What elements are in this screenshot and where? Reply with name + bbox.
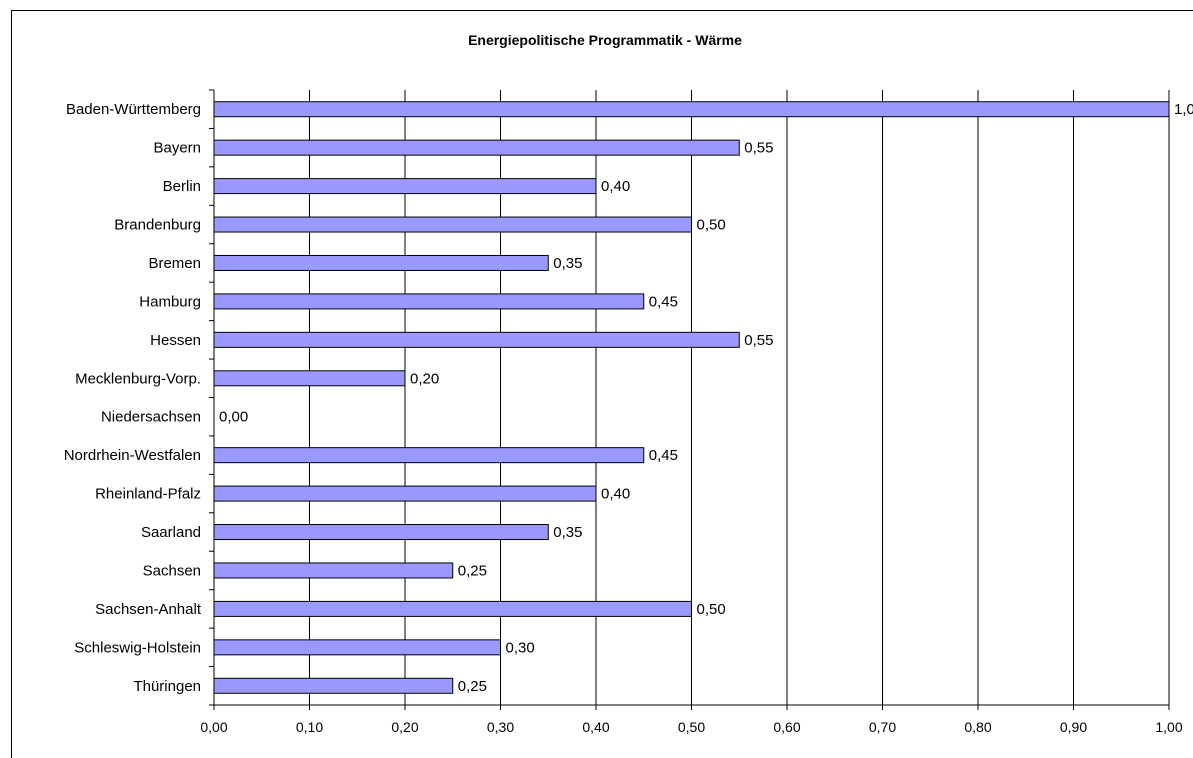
bar — [213, 447, 645, 464]
data-label: 0,00 — [219, 409, 248, 426]
data-label: 0,20 — [410, 370, 439, 387]
bar — [213, 293, 645, 310]
x-tick-label: 0,70 — [869, 719, 896, 735]
bar — [213, 485, 597, 502]
category-label: Hamburg — [139, 293, 201, 310]
category-label: Niedersachsen — [101, 409, 201, 426]
bar — [213, 139, 740, 156]
data-label: 0,55 — [744, 140, 773, 157]
x-tick-label: 0,10 — [296, 719, 323, 735]
bar — [213, 331, 740, 348]
data-label: 0,25 — [458, 678, 487, 695]
data-label: 0,40 — [601, 178, 630, 195]
x-tick-label: 0,90 — [1060, 719, 1087, 735]
x-tick-label: 1,00 — [1155, 719, 1182, 735]
bar — [213, 216, 692, 233]
data-label: 0,40 — [601, 486, 630, 503]
category-label: Sachsen-Anhalt — [95, 601, 202, 618]
data-label: 0,45 — [649, 293, 678, 310]
bar — [213, 178, 597, 195]
bar — [213, 524, 549, 541]
chart-title: Energiepolitische Programmatik - Wärme — [468, 32, 742, 48]
category-label: Mecklenburg-Vorp. — [75, 370, 201, 387]
x-tick-label: 0,40 — [582, 719, 609, 735]
data-label: 0,50 — [697, 217, 726, 234]
category-label: Thüringen — [133, 678, 201, 695]
category-label: Schleswig-Holstein — [74, 639, 201, 656]
bar — [213, 600, 692, 617]
x-tick-label: 0,30 — [487, 719, 514, 735]
category-label: Nordrhein-Westfalen — [64, 447, 201, 464]
data-label: 0,35 — [553, 524, 582, 541]
x-tick-label: 0,20 — [391, 719, 418, 735]
bar — [213, 677, 454, 694]
data-label: 0,50 — [697, 601, 726, 618]
bar — [213, 639, 501, 656]
data-label: 0,45 — [649, 447, 678, 464]
data-label: 0,55 — [744, 332, 773, 349]
category-label: Brandenburg — [114, 217, 201, 234]
category-label: Saarland — [141, 524, 201, 541]
labels: 0,00 0,10 0,20 0,30 0,40 0,50 0,60 0,70 0,80 0,90… — [64, 101, 1193, 735]
x-tick-label: 0,00 — [200, 719, 227, 735]
bar — [213, 254, 549, 271]
category-label: Hessen — [150, 332, 201, 349]
bar — [213, 370, 406, 387]
chart-frame — [11, 10, 1193, 758]
x-tick-label: 0,80 — [964, 719, 991, 735]
axes — [209, 89, 1170, 710]
data-label: 1,00 — [1174, 101, 1193, 118]
bar — [213, 562, 454, 579]
data-label: 0,35 — [553, 255, 582, 272]
bars — [213, 101, 1170, 694]
category-label: Sachsen — [143, 562, 201, 579]
category-label: Berlin — [163, 178, 201, 195]
category-label: Bremen — [148, 255, 201, 272]
x-tick-label: 0,60 — [773, 719, 800, 735]
data-label: 0,30 — [506, 639, 535, 656]
category-label: Bayern — [153, 140, 201, 157]
bar — [213, 101, 1170, 118]
x-tick-label: 0,50 — [678, 719, 705, 735]
category-label: Rheinland-Pfalz — [95, 486, 201, 503]
category-label: Baden-Württemberg — [66, 101, 201, 118]
data-label: 0,25 — [458, 562, 487, 579]
